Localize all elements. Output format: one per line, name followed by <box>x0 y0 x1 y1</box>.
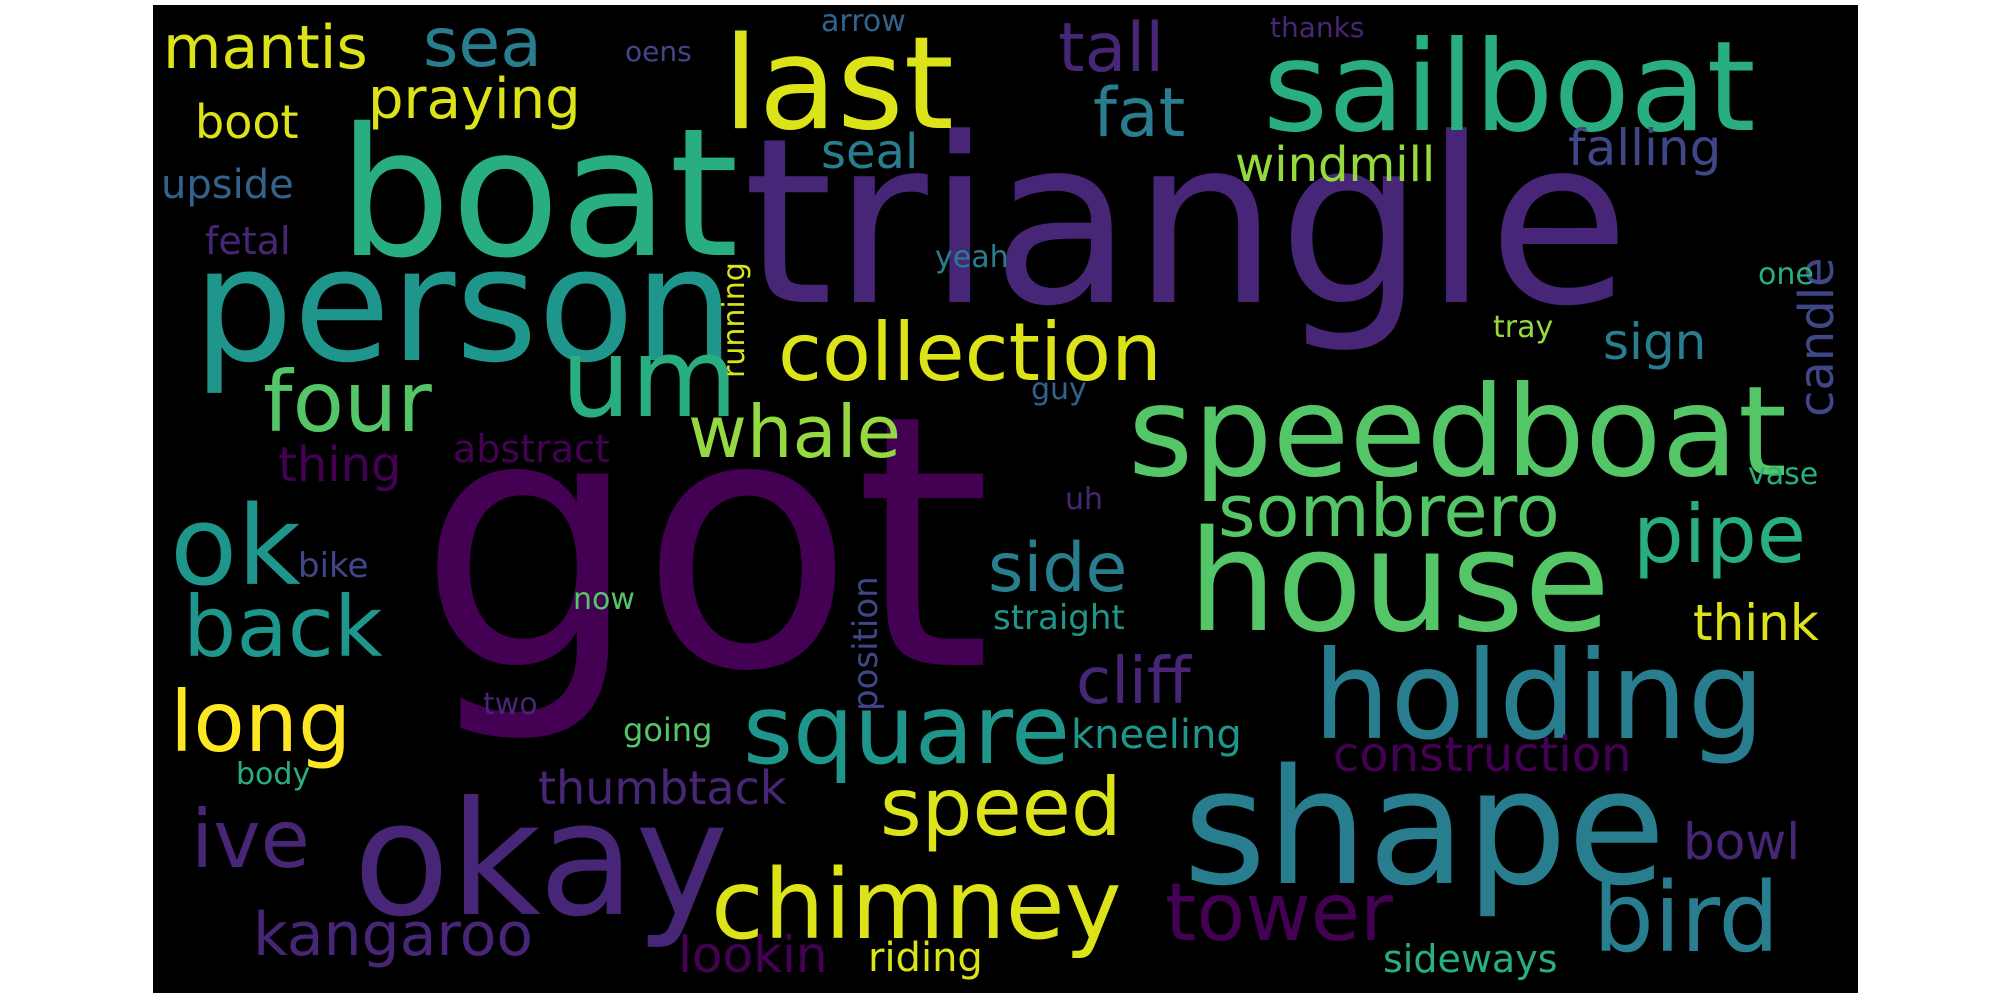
word-mantis: mantis <box>163 13 368 83</box>
word-praying: praying <box>368 67 581 132</box>
word-ive: ive <box>191 793 310 886</box>
word-pipe: pipe <box>1633 488 1807 581</box>
word-falling: falling <box>1568 119 1722 177</box>
word-last: last <box>723 10 954 159</box>
word-running: running <box>717 262 752 378</box>
word-square: square <box>743 674 1071 786</box>
word-sign: sign <box>1603 313 1707 371</box>
word-two: two <box>483 687 538 722</box>
word-one: one <box>1758 257 1814 292</box>
word-sea: sea <box>423 5 542 83</box>
word-fat: fat <box>1093 74 1186 153</box>
word-tower: tower <box>1165 866 1393 959</box>
word-now: now <box>573 582 635 617</box>
word-tray: tray <box>1493 310 1554 345</box>
word-thing: thing <box>278 437 402 493</box>
word-guy: guy <box>1031 372 1087 407</box>
word-person: person <box>193 214 735 398</box>
word-side: side <box>988 529 1128 608</box>
word-bowl: bowl <box>1683 813 1801 871</box>
word-long: long <box>170 673 352 771</box>
word-ok: ok <box>170 482 302 610</box>
word-going: going <box>623 711 713 749</box>
word-thanks: thanks <box>1270 11 1365 44</box>
word-speed: speed <box>880 761 1122 854</box>
word-sideways: sideways <box>1383 937 1558 981</box>
word-shape: shape <box>1183 734 1666 921</box>
word-upside: upside <box>161 162 294 208</box>
word-riding: riding <box>868 935 983 981</box>
word-body: body <box>236 757 311 792</box>
word-windmill: windmill <box>1235 137 1436 193</box>
word-um: um <box>561 314 738 442</box>
word-lookin: lookin <box>678 926 828 984</box>
word-speedboat: speedboat <box>1128 360 1788 505</box>
word-sombrero: sombrero <box>1218 469 1560 553</box>
word-fetal: fetal <box>205 219 291 263</box>
word-chimney: chimney <box>711 849 1122 961</box>
word-back: back <box>183 578 383 676</box>
word-okay: okay <box>353 768 729 952</box>
word-construction: construction <box>1333 727 1632 783</box>
word-arrow: arrow <box>821 5 906 39</box>
word-kangaroo: kangaroo <box>253 900 534 970</box>
word-boat: boat <box>338 90 739 297</box>
word-tall: tall <box>1058 9 1165 88</box>
word-holding: holding <box>1313 625 1765 767</box>
word-kneeling: kneeling <box>1071 712 1242 758</box>
word-triangle: triangle <box>743 90 1630 357</box>
word-whale: whale <box>688 390 901 474</box>
word-bike: bike <box>298 546 369 586</box>
word-sailboat: sailboat <box>1263 15 1756 160</box>
word-vase: vase <box>1748 457 1819 492</box>
word-four: four <box>263 353 432 451</box>
word-think: think <box>1693 594 1819 652</box>
word-cliff: cliff <box>1076 645 1191 719</box>
word-oens: oens <box>625 35 692 68</box>
word-straight: straight <box>993 598 1125 638</box>
word-thumbtack: thumbtack <box>538 761 787 815</box>
word-house: house <box>1188 501 1611 664</box>
word-bird: bird <box>1593 862 1780 974</box>
word-yeah: yeah <box>935 240 1009 275</box>
word-collection: collection <box>778 306 1162 399</box>
word-boot: boot <box>195 95 299 149</box>
word-abstract: abstract <box>453 427 610 471</box>
word-cloud: got triangle boat person shape house oka… <box>153 5 1858 993</box>
word-got: got <box>418 340 992 748</box>
word-uh: uh <box>1065 482 1104 517</box>
word-seal: seal <box>821 124 919 180</box>
word-position: position <box>846 576 886 711</box>
